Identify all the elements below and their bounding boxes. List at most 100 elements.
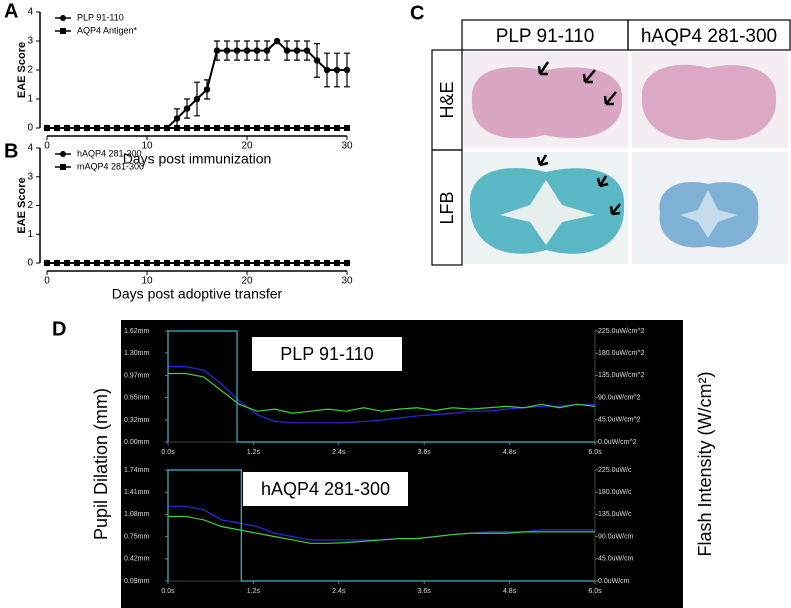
y-tick-label: 1.74mm	[124, 467, 149, 474]
marker	[174, 125, 180, 131]
marker	[114, 125, 120, 131]
column-label: hAQP4 281-300	[641, 26, 777, 47]
legend-label: hAQP4 281-300	[77, 148, 142, 158]
x-tick-label: 20	[241, 276, 253, 287]
marker	[274, 260, 280, 266]
marker	[114, 260, 120, 266]
marker	[254, 260, 260, 266]
panel-label: B	[4, 140, 18, 162]
marker	[183, 105, 191, 112]
marker	[344, 260, 350, 266]
legend-label: PLP 91-110	[77, 12, 124, 22]
y2-tick-label: 135.0uW/c	[598, 511, 632, 518]
y-tick-label: 4	[27, 7, 33, 18]
x-tick-label: 0.0s	[161, 588, 175, 595]
y2-tick-label: 180.0uW/c	[598, 489, 632, 496]
marker	[44, 125, 50, 131]
marker	[334, 260, 340, 266]
y2-tick-label: 90.0uW/cm^2	[598, 394, 641, 401]
y-tick-label: 0.00mm	[124, 439, 149, 446]
title-box	[252, 337, 402, 371]
marker	[164, 125, 170, 131]
x-tick-label: 10	[141, 141, 153, 152]
x-axis-label: Days post adoptive transfer	[112, 286, 283, 302]
marker	[64, 260, 70, 266]
x-tick-label: 0	[44, 141, 50, 152]
y-tick-label: 0.75mm	[124, 533, 149, 540]
marker	[174, 260, 180, 266]
y-tick-label: 0.32mm	[124, 417, 149, 424]
marker	[223, 47, 231, 54]
column-label: PLP 91-110	[496, 26, 595, 47]
marker	[244, 125, 250, 131]
y2-tick-label: 225.0uW/cm^2	[598, 328, 645, 335]
marker	[134, 260, 140, 266]
y2-tick-label: 0.0uW/cm	[598, 578, 630, 585]
marker	[294, 125, 300, 131]
panel-label: D	[52, 318, 66, 340]
series-line	[167, 469, 595, 582]
marker	[333, 66, 341, 74]
x-tick-label: 4.8s	[503, 588, 517, 595]
marker	[44, 260, 50, 266]
marker	[274, 125, 280, 131]
y2-tick-label: 45.0uW/cm^2	[598, 417, 641, 424]
marker	[94, 260, 100, 266]
x-tick-label: 1.2s	[247, 449, 261, 456]
marker	[203, 86, 211, 93]
marker	[253, 47, 261, 54]
marker	[284, 260, 290, 266]
x-tick-label: 2.4s	[332, 449, 346, 456]
marker	[293, 47, 301, 54]
y-tick-label: 1	[27, 229, 33, 240]
x-axis-label: Days post immunization	[123, 151, 272, 167]
marker	[194, 125, 200, 131]
marker	[144, 260, 150, 266]
marker	[234, 260, 240, 266]
row-label: LFB	[437, 191, 457, 224]
marker	[264, 260, 270, 266]
y-tick-label: 2	[27, 200, 33, 211]
marker	[234, 125, 240, 131]
marker	[104, 125, 110, 131]
y-tick-label: 2	[27, 65, 33, 76]
marker	[214, 260, 220, 266]
marker	[343, 66, 351, 74]
tissue-images	[464, 52, 788, 264]
marker	[243, 47, 251, 54]
y-tick-label: 4	[27, 143, 33, 154]
y-tick-label: 1.62mm	[124, 328, 149, 335]
marker	[184, 125, 190, 131]
x-tick-label: 3.6s	[418, 588, 432, 595]
marker	[64, 125, 70, 131]
grey-matter	[680, 190, 738, 238]
x-tick-label: 1.2s	[247, 588, 261, 595]
marker	[344, 125, 350, 131]
marker	[184, 260, 190, 266]
x-tick-label: 30	[341, 141, 353, 152]
row-cell	[431, 149, 463, 266]
marker	[254, 125, 260, 131]
marker	[154, 260, 160, 266]
marker	[264, 125, 270, 131]
y-tick-label: 0	[27, 258, 33, 269]
marker	[224, 125, 230, 131]
marker	[94, 125, 100, 131]
marker	[323, 66, 331, 74]
marker	[324, 260, 330, 266]
tissue	[641, 64, 777, 141]
title-box	[243, 472, 408, 506]
marker	[154, 125, 160, 131]
marker	[194, 260, 200, 266]
marker	[84, 260, 90, 266]
marker	[314, 125, 320, 131]
marker	[294, 260, 300, 266]
marker	[304, 125, 310, 131]
marker	[173, 115, 181, 122]
marker	[214, 125, 220, 131]
marker	[74, 260, 80, 266]
y-tick-label: 3	[27, 171, 33, 182]
series-line	[167, 330, 595, 443]
x-tick-label: 0	[44, 276, 50, 287]
x-tick-label: 3.6s	[418, 449, 432, 456]
